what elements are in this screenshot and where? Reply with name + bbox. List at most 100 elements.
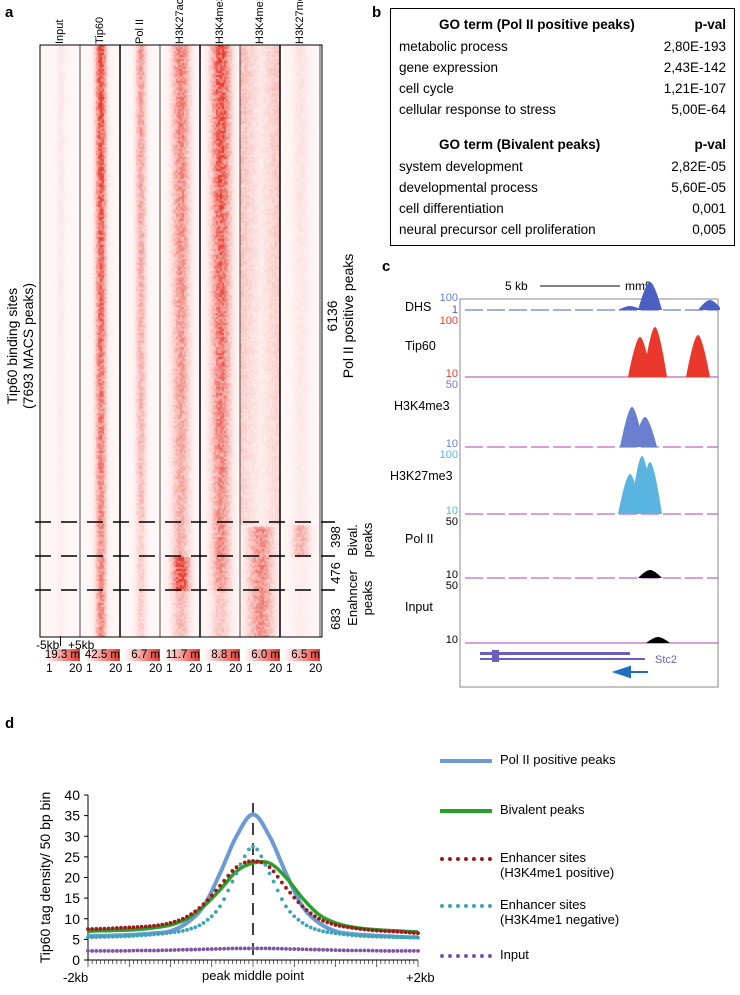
series-point <box>123 934 128 939</box>
series-point <box>222 897 227 902</box>
series-point <box>317 947 321 952</box>
series-point <box>399 949 404 953</box>
go-term: cell differentiation <box>399 201 504 216</box>
series-point <box>329 930 334 935</box>
series-point <box>114 949 119 953</box>
series-point <box>337 948 342 953</box>
group-count-bival: 398 <box>328 526 343 548</box>
series-point <box>98 926 103 931</box>
go-term: system development <box>399 159 523 174</box>
series-point <box>234 946 239 951</box>
p-value: p-val <box>694 17 726 32</box>
signal-peak <box>698 300 720 310</box>
series-point <box>160 948 165 953</box>
series-point <box>251 844 255 849</box>
color-scale: 6.0 m <box>244 649 280 661</box>
table-header: GO term (Pol II positive peaks) p-val <box>399 17 726 32</box>
series-point <box>185 947 189 952</box>
series-point <box>271 869 276 874</box>
series-point <box>284 885 288 890</box>
p-value: 2,80E-193 <box>663 39 726 54</box>
series-point <box>304 908 309 912</box>
series-point <box>218 904 222 909</box>
series-point <box>407 949 412 953</box>
series-point <box>308 925 313 930</box>
y-tick-label: 40 <box>64 787 80 803</box>
column-header: H3K27ac <box>174 0 186 44</box>
series-point <box>251 946 255 951</box>
series-point <box>230 879 235 884</box>
series-point <box>176 947 181 952</box>
series-point <box>255 847 260 852</box>
series-point <box>135 948 140 953</box>
series-point <box>350 933 354 938</box>
series-point <box>131 934 136 938</box>
p-value: 5,60E-05 <box>671 180 726 195</box>
y-title-block: Tip60 binding sites (7693 MACS peaks) <box>4 226 36 466</box>
series-point <box>156 948 161 953</box>
series-point <box>123 925 128 930</box>
gene-isoform <box>480 652 630 655</box>
series-point <box>304 947 309 952</box>
series-point <box>213 947 218 951</box>
series-point <box>164 948 169 953</box>
y-tick-label: 15 <box>64 890 80 906</box>
series-line <box>87 812 418 940</box>
track-name: H3K27me3 <box>390 469 453 483</box>
p-value: 5,00E-64 <box>671 102 726 117</box>
y-axis-label: Tip60 tag density/ 50 bp bin <box>37 792 53 964</box>
series-point <box>234 871 239 876</box>
series-point <box>325 947 330 952</box>
track-max: 50 <box>446 379 458 391</box>
series-point <box>416 931 420 936</box>
series-point <box>123 948 128 953</box>
series-point <box>222 946 227 951</box>
series-point <box>205 917 210 922</box>
series-point <box>90 949 95 953</box>
series-point <box>119 949 123 953</box>
go-term: gene expression <box>399 60 499 75</box>
series-point <box>114 926 119 930</box>
track-max: 100 <box>440 449 458 461</box>
x-label-middle: peak middle point <box>202 968 304 983</box>
series-point <box>403 930 408 935</box>
group-polII: 6136 Pol II positive peaks <box>324 226 356 406</box>
series-point <box>288 947 293 951</box>
series-point <box>312 927 317 931</box>
series-point <box>255 946 260 951</box>
series-point <box>110 934 115 939</box>
genome-browser: 5 kb mm9DHS1001Tip6010010H3K4me35010H3K27… <box>390 279 720 688</box>
series-point <box>143 948 148 953</box>
p-value: 0,001 <box>692 201 726 216</box>
legend-swatch <box>440 904 492 908</box>
series-point <box>275 874 280 879</box>
series-point <box>185 927 189 932</box>
legend-label: Enhancer sites <box>500 897 586 912</box>
legend-swatch <box>440 809 492 813</box>
series-point <box>279 897 284 902</box>
series-point <box>325 920 330 925</box>
track-min: 10 <box>446 368 458 380</box>
series-point <box>395 949 400 953</box>
series-point <box>213 888 218 893</box>
axis-tick <box>60 636 61 646</box>
series-point <box>317 916 321 921</box>
series-point <box>387 949 392 953</box>
signal-peak <box>633 417 657 447</box>
series-point <box>160 922 165 927</box>
scale-min: 1 <box>126 661 133 675</box>
series-point <box>271 879 276 884</box>
series-point <box>317 928 321 933</box>
series-point <box>246 946 251 951</box>
series-point <box>135 925 140 929</box>
series-point <box>395 935 400 940</box>
color-scale: 6.5 m <box>284 649 320 661</box>
track-min: 10 <box>446 505 458 517</box>
series-point <box>242 860 247 865</box>
track-frame <box>459 298 719 688</box>
p-value: 2,82E-05 <box>671 159 726 174</box>
series-point <box>209 893 214 898</box>
series-point <box>168 930 173 935</box>
group-name-bival: Bival. peaks <box>345 522 375 558</box>
